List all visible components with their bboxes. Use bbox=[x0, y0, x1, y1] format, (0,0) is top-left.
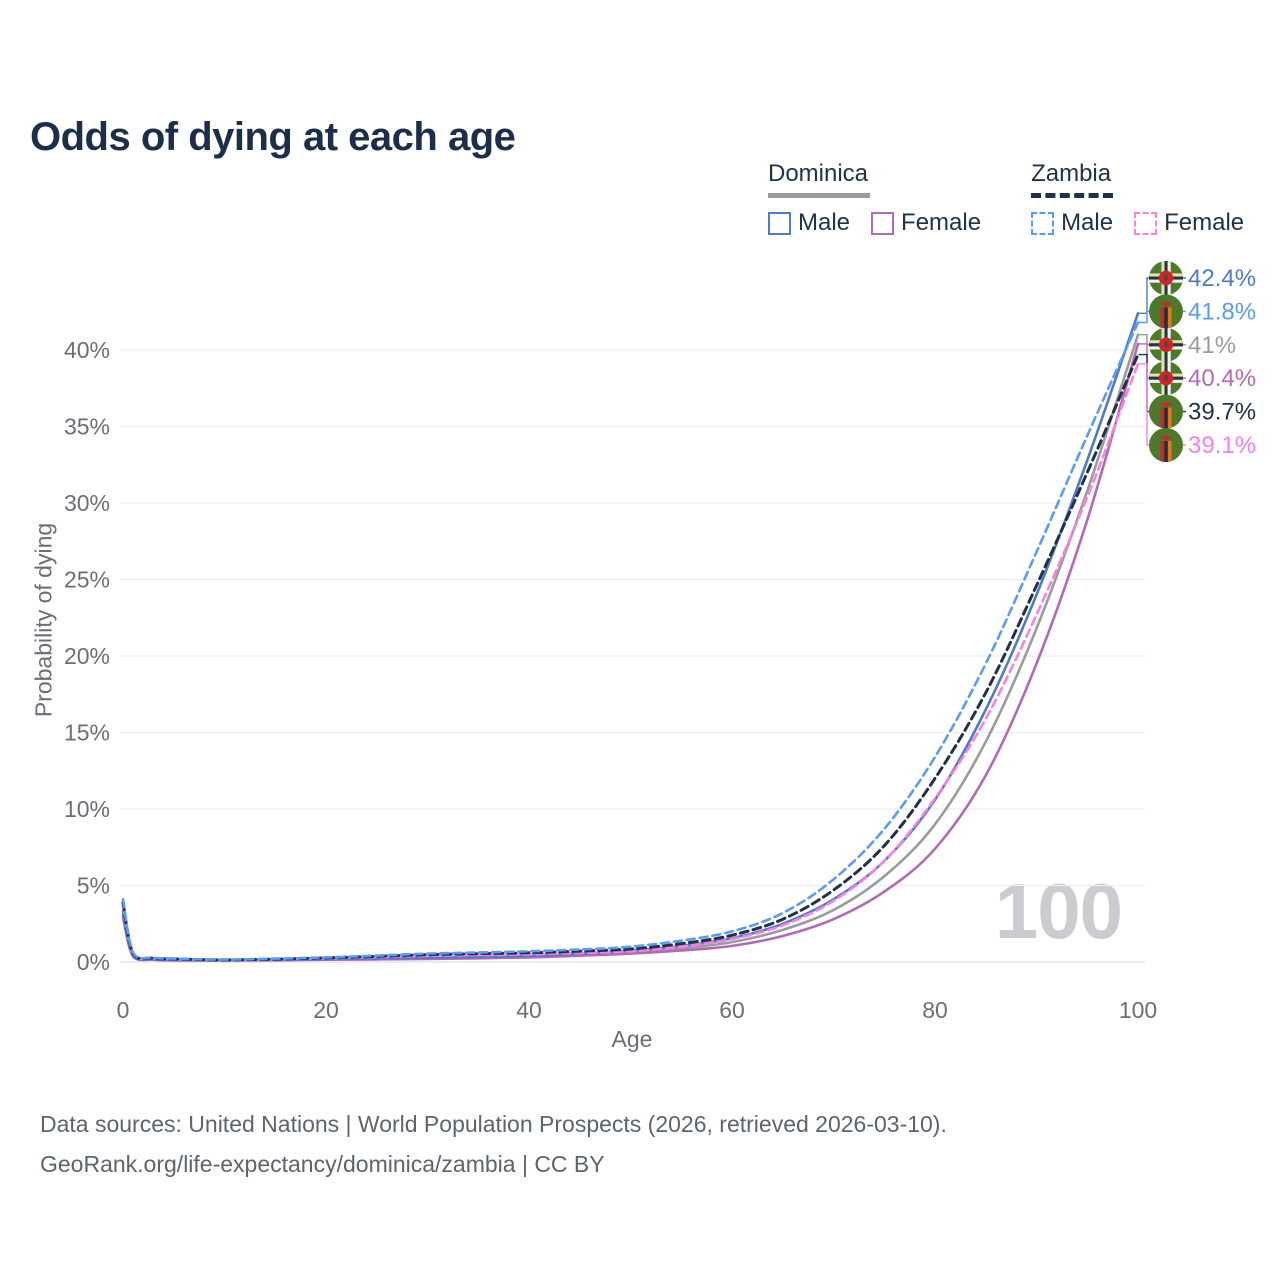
zambia-male-swatch-icon bbox=[1031, 211, 1055, 235]
y-tick-label: 35% bbox=[64, 414, 110, 440]
page-title: Odds of dying at each age bbox=[30, 114, 516, 159]
dominica-male-swatch-icon bbox=[768, 211, 791, 235]
footer-attribution: GeoRank.org/life-expectancy/dominica/zam… bbox=[40, 1151, 605, 1177]
legend-item-zambia-male[interactable]: Male bbox=[1031, 209, 1113, 237]
y-tick-label: 40% bbox=[64, 337, 110, 363]
zambia-flag-icon bbox=[1149, 294, 1183, 328]
end-value-label-dominica-overall: 41% bbox=[1188, 332, 1236, 359]
dominica-flag-icon bbox=[1149, 328, 1183, 362]
y-tick-label: 5% bbox=[77, 873, 110, 899]
y-tick-label: 10% bbox=[64, 796, 110, 822]
legend-item-dominica-female[interactable]: Female bbox=[871, 209, 981, 237]
x-tick-label: 0 bbox=[117, 997, 130, 1023]
end-value-label-zambia-overall: 39.7% bbox=[1188, 399, 1256, 426]
zambia-flag-icon bbox=[1149, 428, 1183, 462]
legend-item-label: Female bbox=[1164, 209, 1245, 236]
legend-item-label: Male bbox=[798, 209, 851, 236]
legend-group-dominica: Dominica Male Female bbox=[768, 160, 995, 237]
y-tick-label: 30% bbox=[64, 490, 110, 516]
end-value-label-zambia-female: 39.1% bbox=[1188, 432, 1256, 459]
series-line-dominica-female bbox=[121, 342, 1140, 962]
legend-header-zambia: Zambia bbox=[1031, 160, 1114, 198]
x-tick-label: 60 bbox=[719, 997, 745, 1023]
series-line-dominica-male bbox=[121, 312, 1140, 962]
footer-datasource: Data sources: United Nations | World Pop… bbox=[40, 1111, 947, 1137]
x-tick-label: 80 bbox=[922, 997, 948, 1023]
x-axis-title: Age bbox=[611, 1026, 653, 1052]
legend-item-zambia-female[interactable]: Female bbox=[1134, 209, 1244, 237]
legend-item-label: Female bbox=[901, 209, 982, 236]
series-line-zambia-male bbox=[121, 321, 1140, 961]
zambia-flag-icon bbox=[1149, 395, 1183, 429]
footer: Data sources: United Nations | World Pop… bbox=[40, 1104, 947, 1184]
legend-group-zambia: Zambia Male Female bbox=[1031, 160, 1258, 237]
dominica-female-swatch-icon bbox=[871, 211, 895, 235]
legend-item-dominica-male[interactable]: Male bbox=[768, 209, 850, 237]
dominica-flag-icon bbox=[1149, 261, 1183, 295]
chart-legend: Dominica Male Female Zambia Male Female bbox=[768, 160, 1258, 237]
zambia-female-swatch-icon bbox=[1134, 211, 1158, 235]
annotation-layer: 42.4% 41.8% 41% 40.4% 39.7% 39.1% bbox=[1138, 261, 1256, 462]
series-layer bbox=[121, 312, 1140, 962]
grid-layer: 0% 5% 10% 15% 20% 25% 30% 35% 40% 0 20 40 60 80 100 bbox=[64, 337, 1157, 1023]
y-tick-label: 15% bbox=[64, 720, 110, 746]
y-axis-title: Probability of dying bbox=[30, 522, 57, 718]
x-tick-label: 20 bbox=[313, 997, 339, 1023]
legend-item-label: Male bbox=[1061, 209, 1114, 236]
end-value-label-zambia-male: 41.8% bbox=[1188, 298, 1256, 325]
legend-header-dominica: Dominica bbox=[768, 160, 871, 198]
series-line-dominica-overall bbox=[121, 333, 1140, 962]
x-tick-label: 100 bbox=[1119, 997, 1157, 1023]
end-value-label-dominica-male: 42.4% bbox=[1188, 265, 1256, 292]
y-tick-label: 25% bbox=[64, 567, 110, 593]
series-line-zambia-overall bbox=[121, 353, 1140, 962]
y-tick-label: 0% bbox=[77, 949, 110, 975]
dominica-flag-icon bbox=[1149, 361, 1183, 395]
end-value-label-dominica-female: 40.4% bbox=[1188, 365, 1256, 392]
y-tick-label: 20% bbox=[64, 643, 110, 669]
x-tick-label: 40 bbox=[516, 997, 542, 1023]
